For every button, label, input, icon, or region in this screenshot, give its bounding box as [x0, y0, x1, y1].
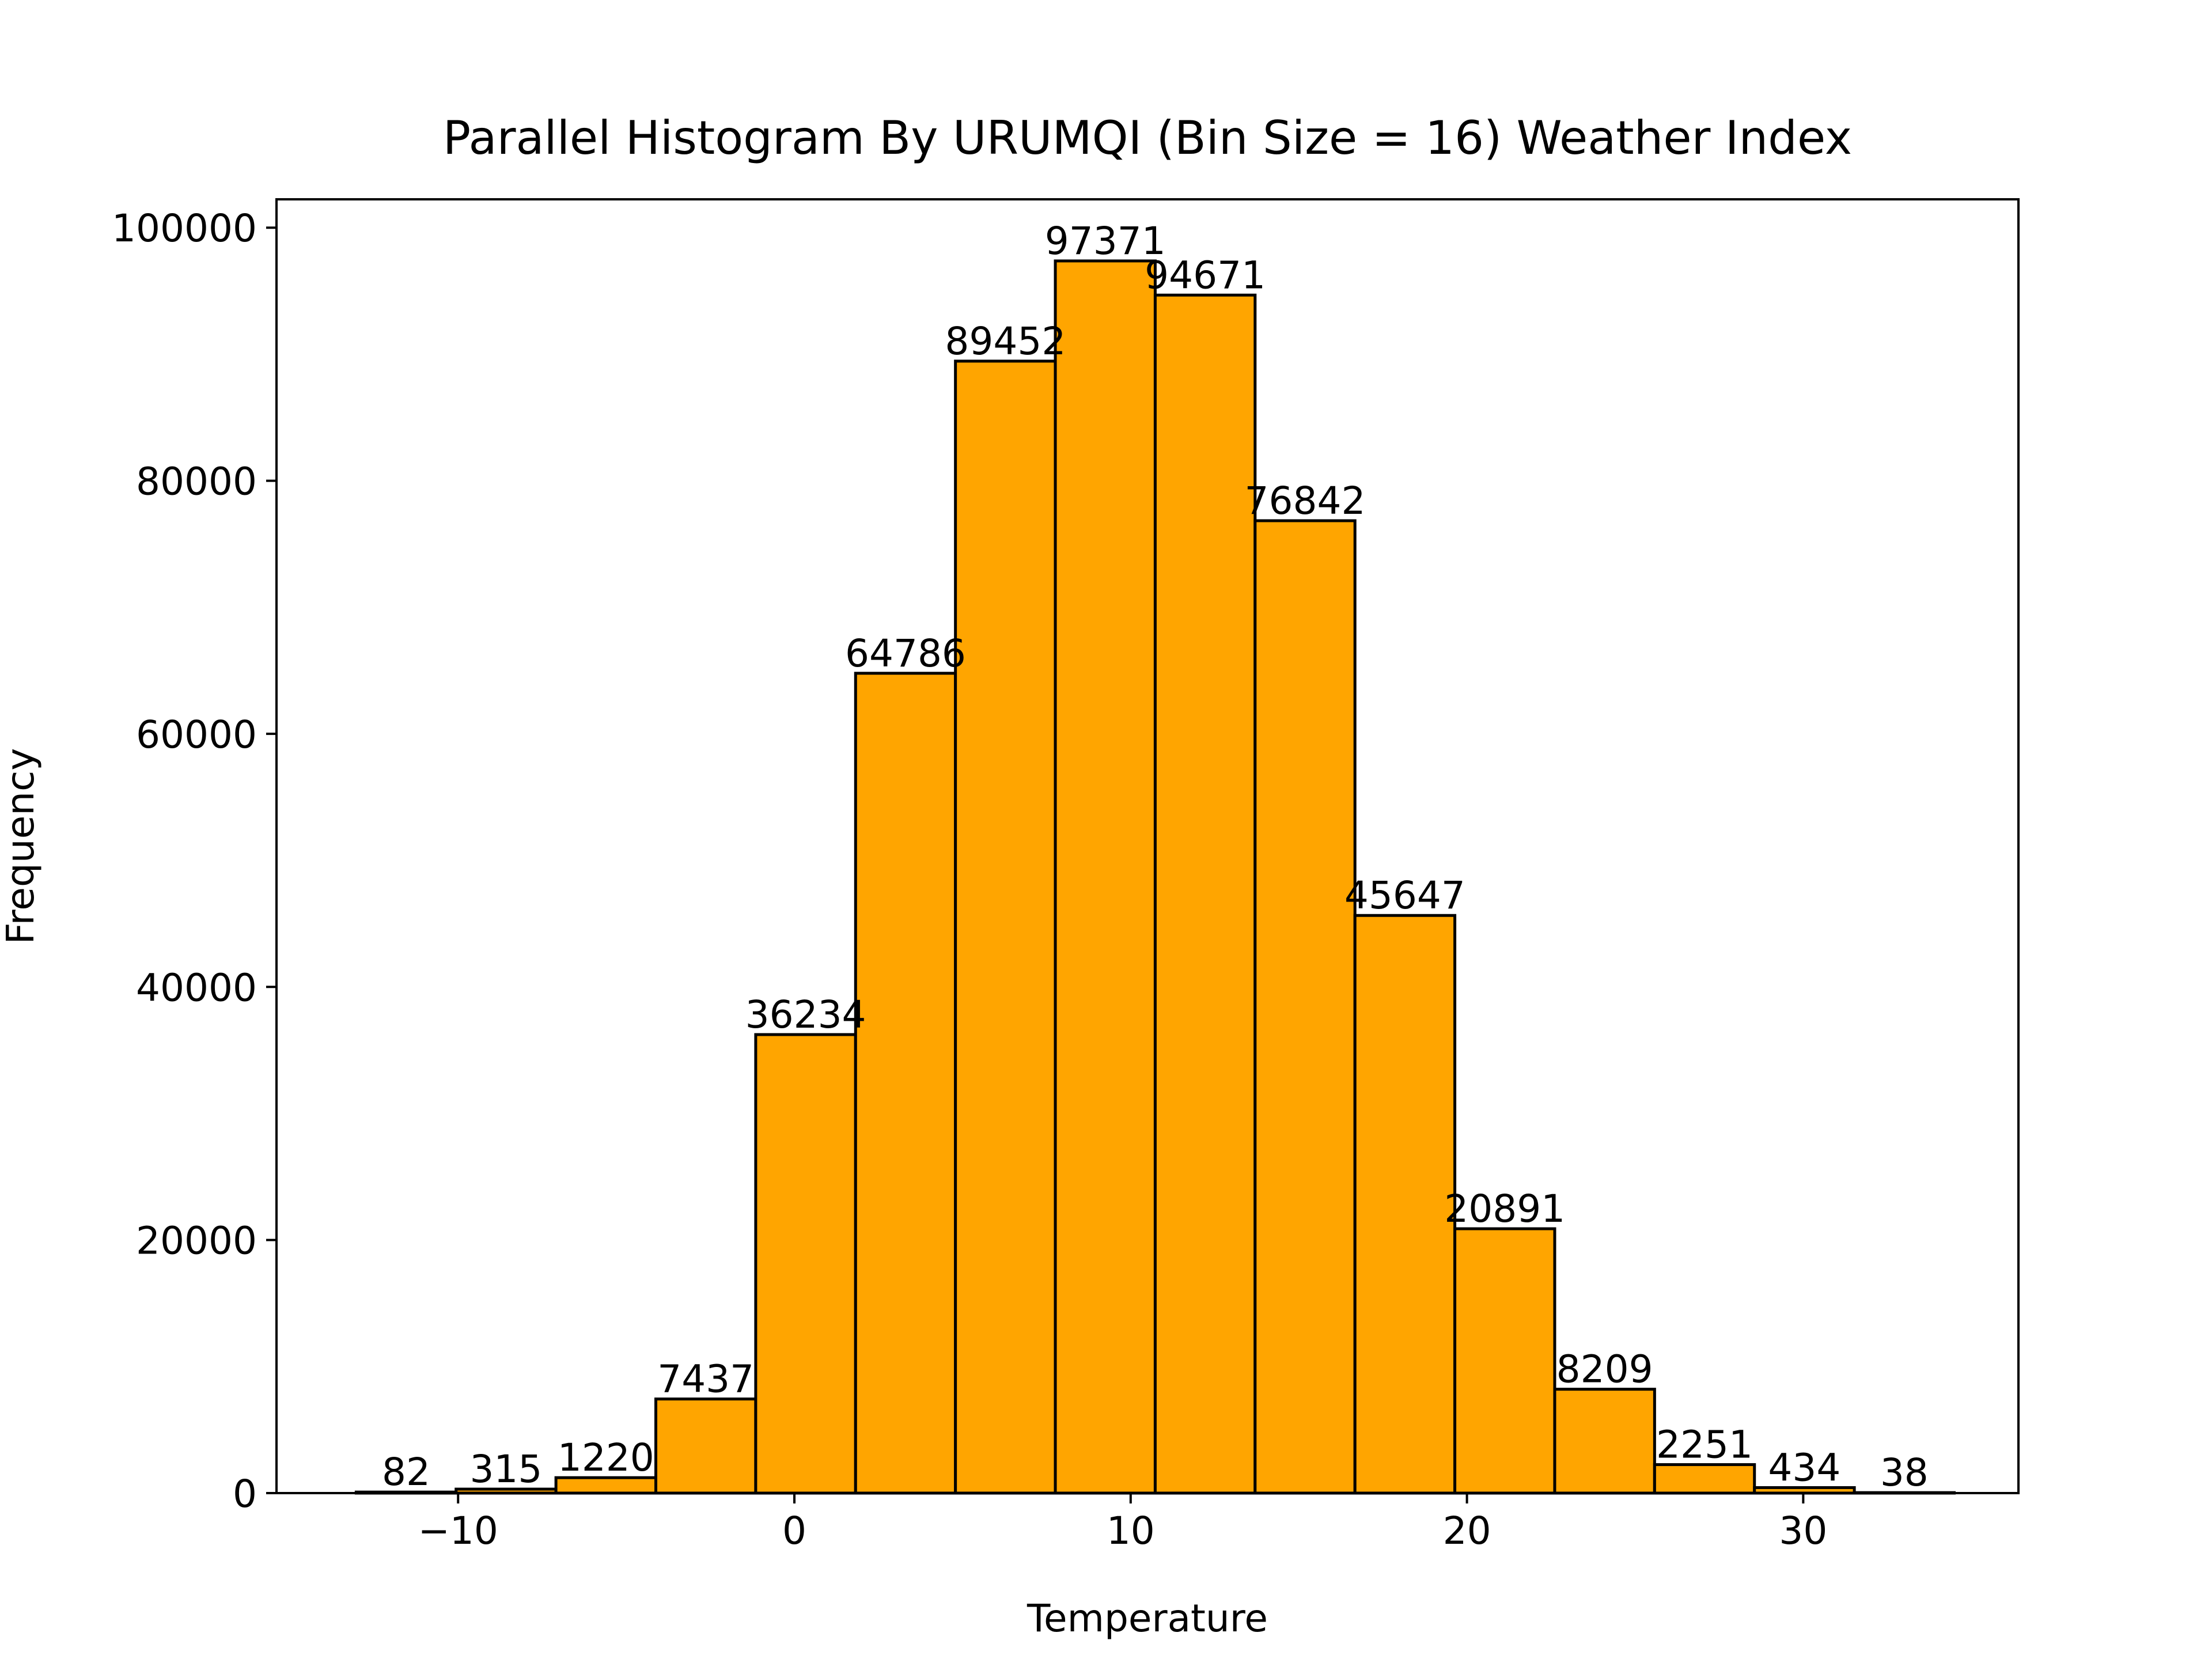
x-tick-label: −10	[418, 1509, 498, 1553]
histogram-bar	[854, 672, 957, 1495]
x-tick-label: 10	[1107, 1509, 1155, 1553]
y-tick-label: 40000	[136, 965, 257, 1010]
chart-title: Parallel Histogram By URUMQI (Bin Size =…	[443, 111, 1852, 165]
bar-value-label: 76842	[1245, 479, 1366, 523]
bar-value-label: 82	[382, 1450, 430, 1494]
x-axis: −10 0 10 20 30	[418, 1493, 1827, 1553]
plot-frame	[275, 198, 2020, 1494]
bar-value-label: 2251	[1656, 1423, 1753, 1467]
bar-value-label: 20891	[1444, 1187, 1565, 1231]
histogram-bar	[1553, 1388, 1656, 1495]
bar-value-label: 1220	[558, 1435, 654, 1480]
bar-value-label: 8209	[1556, 1347, 1653, 1392]
histogram-bar	[554, 1476, 658, 1495]
y-axis-label: Frequency	[0, 748, 43, 945]
x-axis-label: Temperature	[1027, 1596, 1268, 1641]
y-axis: 0 20000 40000 60000 80000 100000	[112, 206, 276, 1516]
x-tick-label: 30	[1779, 1509, 1827, 1553]
y-tick-label: 80000	[136, 460, 257, 504]
bar-value-label: 315	[469, 1447, 542, 1491]
bar-value-label: 434	[1768, 1445, 1840, 1490]
bar-value-label: 94671	[1145, 253, 1266, 297]
histogram-bar	[954, 359, 1057, 1495]
bars-group	[354, 259, 1956, 1495]
histogram-bar	[1153, 293, 1257, 1495]
histogram-bar	[1453, 1227, 1556, 1495]
y-tick-label: 20000	[136, 1219, 257, 1263]
y-tick-label: 0	[233, 1472, 257, 1516]
bar-value-label: 97371	[1045, 219, 1166, 263]
bar-value-label: 36234	[745, 993, 866, 1037]
histogram-bar	[654, 1397, 757, 1495]
histogram-bar	[1054, 259, 1157, 1495]
bar-value-label: 64786	[845, 631, 966, 676]
bar-value-label: 45647	[1344, 873, 1465, 918]
histogram-bar	[1653, 1463, 1756, 1495]
x-tick-label: 20	[1443, 1509, 1491, 1553]
histogram-bar	[1253, 519, 1357, 1495]
bar-value-label: 7437	[657, 1357, 754, 1402]
histogram-bar	[754, 1033, 857, 1495]
y-tick-label: 60000	[136, 713, 257, 757]
y-tick-label: 100000	[112, 206, 257, 251]
bar-value-label: 38	[1880, 1450, 1929, 1495]
histogram-bar	[1353, 914, 1457, 1495]
bar-value-label: 89452	[945, 319, 1066, 363]
x-tick-label: 0	[782, 1509, 806, 1553]
